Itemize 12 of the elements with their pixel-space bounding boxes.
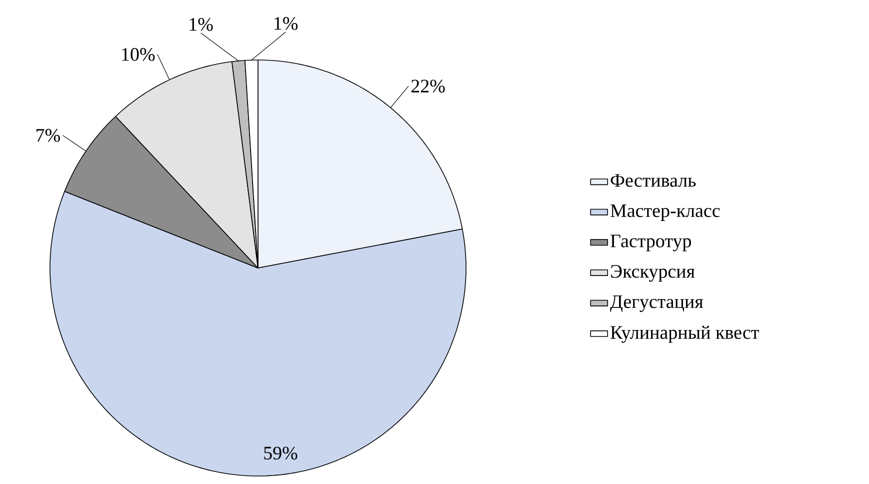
data-label: 1% xyxy=(190,18,213,31)
legend-label: Гастротур xyxy=(610,234,691,252)
data-label: 1% xyxy=(274,17,298,30)
legend-label: Кулинарный квест xyxy=(610,326,759,343)
data-label: 7% xyxy=(36,128,60,142)
legend-label: Мастер-класс xyxy=(610,204,720,221)
data-label: 10% xyxy=(122,48,155,61)
legend-label: Экскурсия xyxy=(611,265,695,282)
legend-label: Фестиваль xyxy=(610,174,696,187)
legend-label: Дегустация xyxy=(610,295,704,312)
data-label: 59% xyxy=(264,446,298,460)
data-label: 22% xyxy=(411,80,445,93)
